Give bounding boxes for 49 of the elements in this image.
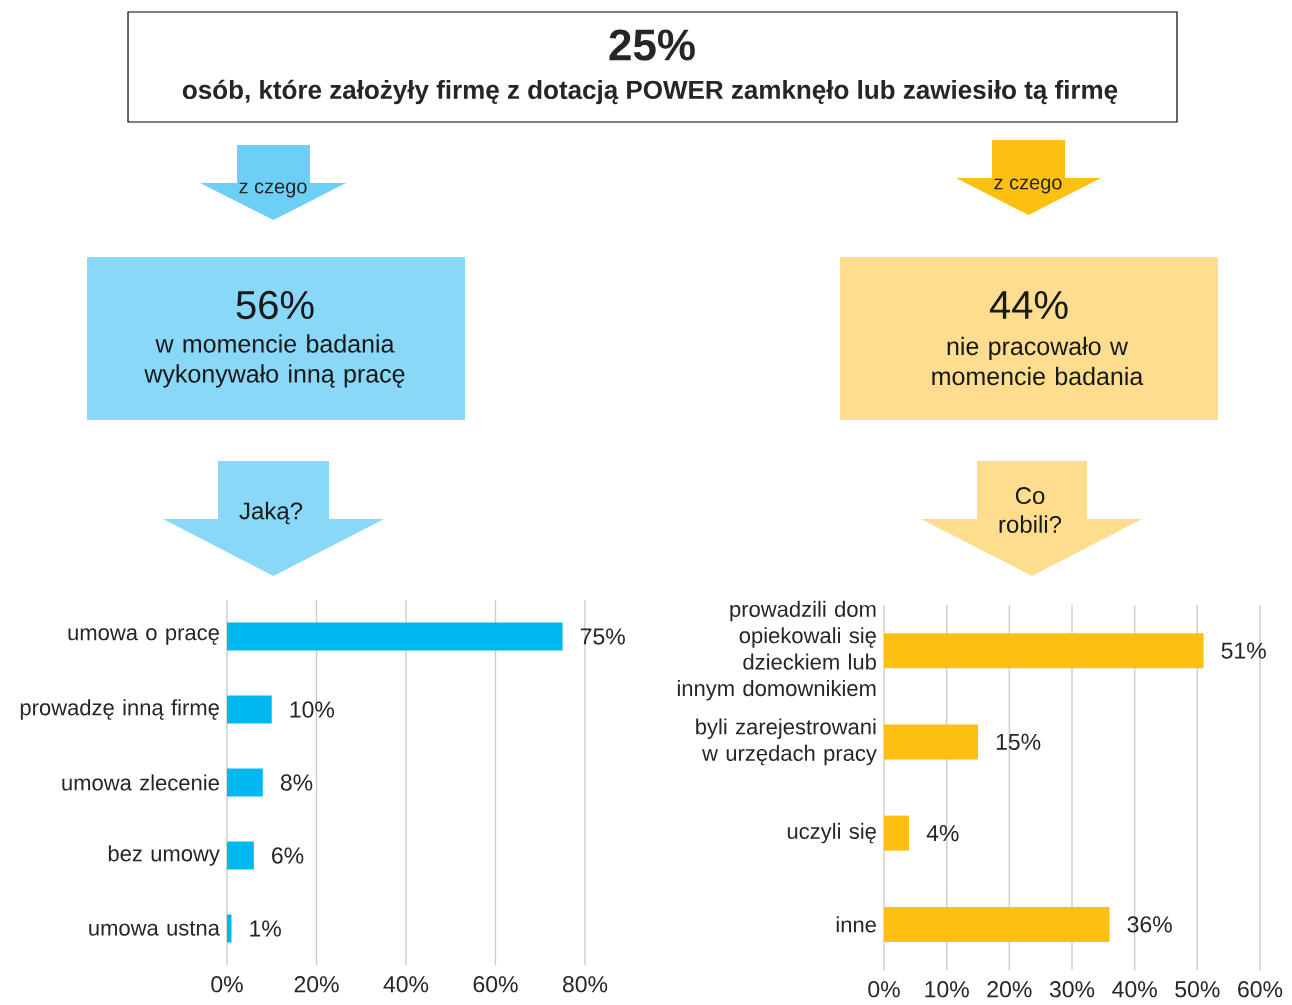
text: z czego <box>994 178 1062 194</box>
data-label: 1% <box>250 920 281 937</box>
y-tick-label: uczyli się <box>787 822 876 844</box>
y-tick-label: byli zarejestrowani w urzędach pracy <box>696 718 877 766</box>
x-tick-label: 0% <box>868 981 900 998</box>
bar <box>884 633 1204 669</box>
bar <box>884 815 910 851</box>
text: osób, które założyły firmę z dotacją POWER zamknęło lub zawiesiło tą firmę <box>182 79 1118 105</box>
data-label: 51% <box>1221 642 1266 659</box>
x-tick-label: 40% <box>383 976 429 993</box>
x-tick-label: 50% <box>1175 981 1220 998</box>
x-tick-label: 0% <box>211 976 243 993</box>
bar <box>227 695 272 724</box>
y-tick-label: inne <box>836 916 876 933</box>
data-label: 4% <box>926 825 959 842</box>
data-label: 75% <box>580 628 625 645</box>
bar <box>227 622 563 651</box>
x-tick-label: 10% <box>925 981 969 998</box>
chart-subtitle: w momencie badania wykonywało inną pracę <box>144 334 405 388</box>
bar <box>227 914 232 943</box>
data-label: 15% <box>996 733 1041 750</box>
y-tick-label: umowa ustna <box>89 921 220 936</box>
text: Jaką? <box>239 501 303 525</box>
chart-title: 56% <box>236 290 314 320</box>
chart-title: 44% <box>989 290 1068 319</box>
y-tick-label: prowadzę inną firmę <box>20 699 219 720</box>
bar <box>884 906 1110 942</box>
data-label: 8% <box>280 774 313 791</box>
data-label: 36% <box>1127 916 1172 933</box>
y-tick-label: umowa zlecenie <box>62 774 219 791</box>
x-tick-label: 60% <box>473 976 518 993</box>
x-tick-label: 20% <box>294 976 339 993</box>
text: 25% <box>609 29 695 61</box>
x-tick-label: 80% <box>562 976 608 993</box>
x-tick-label: 30% <box>1049 981 1095 998</box>
bar <box>227 768 263 797</box>
y-tick-label: prowadzili dom opiekowali się dzieckiem lub innym domownikiem <box>677 600 876 701</box>
chart-subtitle: nie pracowało w momencie badania <box>932 336 1144 386</box>
text: Co robili? <box>999 487 1062 533</box>
y-tick-label: bez umowy <box>108 845 220 866</box>
data-label: 10% <box>290 701 335 718</box>
data-label: 6% <box>272 847 304 864</box>
x-tick-label: 20% <box>987 981 1032 998</box>
text: z czego <box>239 182 307 198</box>
x-tick-label: 60% <box>1238 981 1283 998</box>
bar <box>227 841 254 870</box>
bar <box>884 724 978 760</box>
y-tick-label: umowa o pracę <box>68 628 219 645</box>
x-tick-label: 40% <box>1112 981 1157 998</box>
